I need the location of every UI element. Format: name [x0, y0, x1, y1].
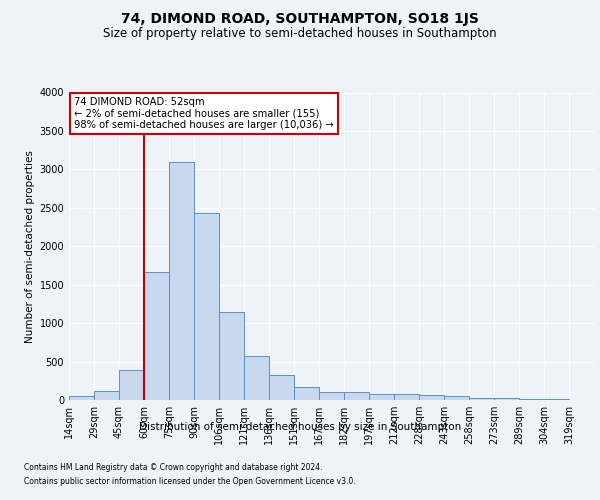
Bar — [494, 398, 519, 400]
Text: Size of property relative to semi-detached houses in Southampton: Size of property relative to semi-detach… — [103, 28, 497, 40]
Bar — [469, 398, 494, 400]
Bar — [419, 396, 444, 400]
Text: 74 DIMOND ROAD: 52sqm
← 2% of semi-detached houses are smaller (155)
98% of semi: 74 DIMOND ROAD: 52sqm ← 2% of semi-detac… — [74, 97, 334, 130]
Bar — [519, 399, 544, 400]
Text: Contains HM Land Registry data © Crown copyright and database right 2024.: Contains HM Land Registry data © Crown c… — [24, 462, 323, 471]
Bar — [344, 392, 369, 400]
Bar — [119, 370, 144, 400]
Bar — [94, 391, 119, 400]
Bar — [394, 394, 419, 400]
Bar — [194, 213, 219, 400]
Text: Distribution of semi-detached houses by size in Southampton: Distribution of semi-detached houses by … — [139, 422, 461, 432]
Bar — [294, 387, 319, 400]
Bar — [369, 394, 394, 400]
Bar — [169, 162, 194, 400]
Text: Contains public sector information licensed under the Open Government Licence v3: Contains public sector information licen… — [24, 478, 356, 486]
Text: 74, DIMOND ROAD, SOUTHAMPTON, SO18 1JS: 74, DIMOND ROAD, SOUTHAMPTON, SO18 1JS — [121, 12, 479, 26]
Bar — [144, 272, 169, 400]
Bar — [544, 399, 569, 400]
Bar — [69, 396, 94, 400]
Bar — [319, 392, 344, 400]
Bar — [444, 396, 469, 400]
Bar — [244, 356, 269, 400]
Bar — [269, 376, 294, 400]
Bar — [219, 312, 244, 400]
Y-axis label: Number of semi-detached properties: Number of semi-detached properties — [25, 150, 35, 342]
